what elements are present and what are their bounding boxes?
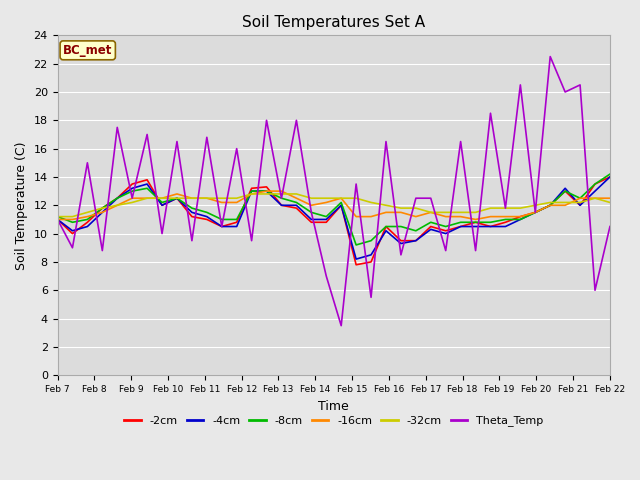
Legend: -2cm, -4cm, -8cm, -16cm, -32cm, Theta_Temp: -2cm, -4cm, -8cm, -16cm, -32cm, Theta_Te…	[120, 411, 548, 431]
Text: BC_met: BC_met	[63, 44, 113, 57]
Title: Soil Temperatures Set A: Soil Temperatures Set A	[242, 15, 426, 30]
Y-axis label: Soil Temperature (C): Soil Temperature (C)	[15, 141, 28, 270]
X-axis label: Time: Time	[318, 399, 349, 412]
